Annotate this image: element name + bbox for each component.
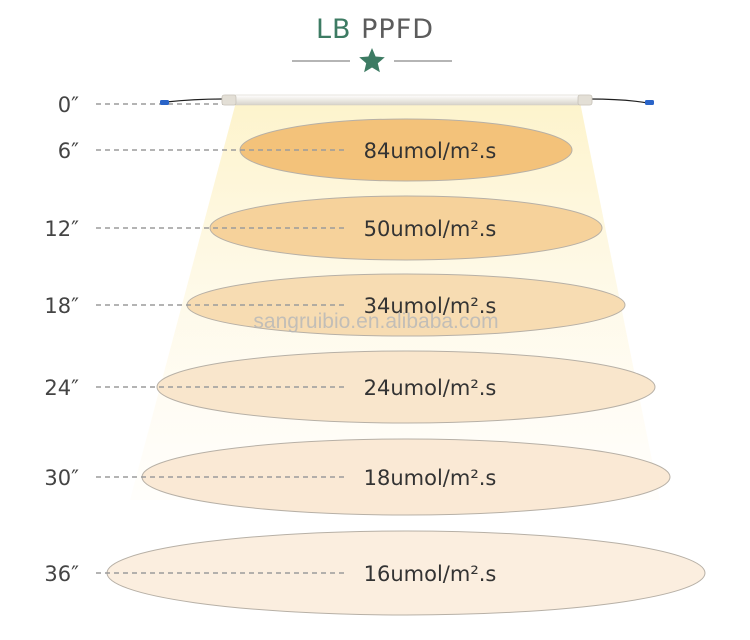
title-ornament [292, 48, 452, 73]
ppfd-value-label: 16umol/m².s [364, 562, 497, 586]
distance-label: 18″ [44, 294, 79, 318]
distance-label: 36″ [44, 562, 79, 586]
distance-label: 6″ [58, 139, 79, 163]
star-icon [359, 48, 385, 73]
ppfd-value-label: 18umol/m².s [364, 466, 497, 490]
title-word: PPFD [361, 14, 435, 45]
ppfd-value-label: 34umol/m².s [364, 294, 497, 318]
title-brand: LB [315, 14, 352, 45]
diagram-title: LB PPFD [0, 14, 750, 45]
ppfd-value-label: 24umol/m².s [364, 376, 497, 400]
ppfd-zone-ellipse [209, 195, 603, 261]
ppfd-levels: 0″ 6″ 84umol/m².s 12″ 50umol/m².s 18″ 34umol/m… [44, 93, 706, 616]
distance-label: 24″ [44, 376, 79, 400]
ppfd-value-label: 84umol/m².s [364, 139, 497, 163]
ppfd-zone-ellipse [156, 350, 656, 424]
led-tube-light-icon [160, 94, 654, 106]
distance-label: 30″ [44, 466, 79, 490]
watermark: sangruibio.en.alibaba.com [253, 310, 498, 333]
distance-label: 12″ [44, 217, 79, 241]
distance-label: 0″ [58, 93, 79, 117]
ppfd-value-label: 50umol/m².s [364, 217, 497, 241]
